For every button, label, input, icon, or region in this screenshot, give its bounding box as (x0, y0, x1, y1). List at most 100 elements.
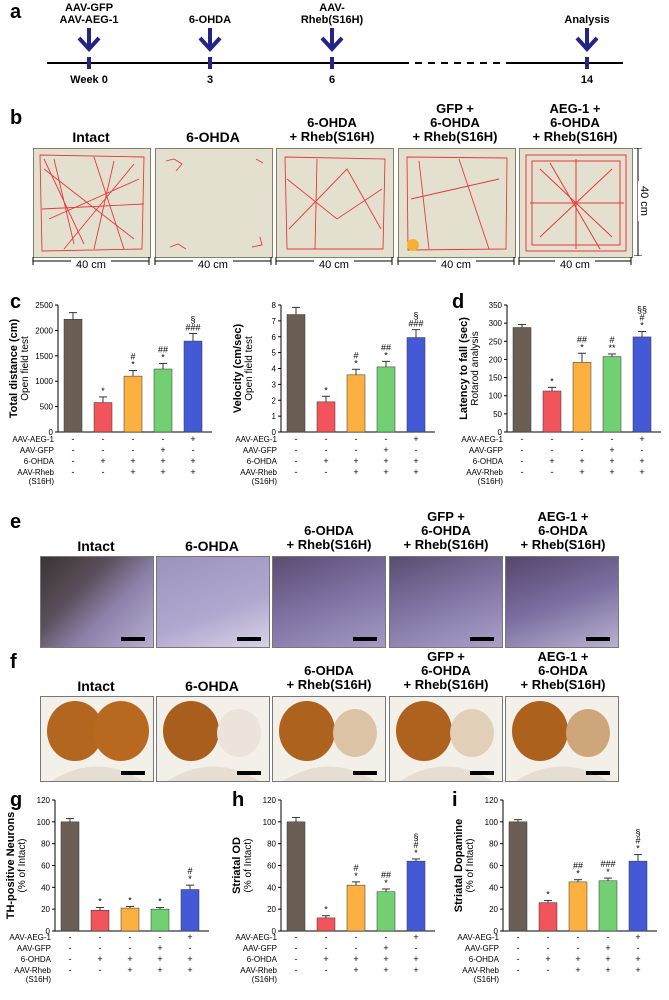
y-tick-label: 8 (272, 301, 277, 310)
treatment-row-label: (S16H) (29, 477, 55, 486)
significance-mark: * (546, 889, 550, 899)
treatment-row-label: (S16H) (252, 975, 278, 984)
treatment-mark: - (325, 434, 328, 444)
treatment-mark: - (325, 943, 328, 953)
treatment-mark: - (547, 965, 550, 975)
treatment-mark: + (157, 954, 162, 964)
treatment-mark: - (69, 954, 72, 964)
chart-latency-to-fall: 0 50 100 150 200 250 300 350 Latency to fall (se… (458, 301, 661, 486)
y-tick-label: 120 (37, 796, 51, 805)
group-title: AEG-1 + 6-OHDA + Rheb(S16H) (520, 649, 606, 692)
treatment-row-label: 6-OHDA (24, 457, 55, 466)
treatment-mark: + (609, 456, 614, 466)
treatment-mark: - (159, 932, 162, 942)
striatum-image-aeg1 (505, 696, 619, 782)
treatment-mark: + (157, 965, 162, 975)
treatment-mark: - (517, 932, 520, 942)
striatum-image-gfp (389, 696, 503, 782)
treatment-mark: - (72, 456, 75, 466)
y-tick-label: 3 (272, 380, 277, 389)
treatment-mark: + (413, 467, 418, 477)
y-axis-sublabel: Rotarod analysis (470, 331, 481, 405)
treatment-mark: - (547, 932, 550, 942)
significance-mark: * (158, 897, 162, 907)
treatment-mark: - (295, 467, 298, 477)
treatment-mark: + (100, 456, 105, 466)
significance-mark: # (187, 866, 192, 876)
significance-mark: * (98, 897, 102, 907)
treatment-mark: + (187, 954, 192, 964)
chart-striatal-od: 0 20 40 60 80 100 120 Striatal OD (% of Intact) *… (231, 796, 435, 984)
bar (183, 340, 203, 433)
treatment-mark: - (132, 445, 135, 455)
treatment-mark: + (160, 467, 165, 477)
y-tick-label: 80 (489, 840, 498, 849)
significance-mark: * (188, 874, 192, 884)
bar (120, 907, 140, 932)
treatment-mark: - (521, 456, 524, 466)
treatment-row-label: 6-OHDA (469, 955, 500, 964)
y-tick-label: 40 (267, 883, 276, 892)
significance-mark: § (413, 311, 418, 321)
treatment-mark: - (551, 445, 554, 455)
bar (153, 368, 173, 433)
open-field-track-gfp (398, 148, 516, 258)
open-field-track-rheb (276, 148, 394, 258)
treatment-row-label: (S16H) (26, 975, 52, 984)
treatment-mark: + (639, 456, 644, 466)
open-field-track-intact (33, 148, 151, 258)
timeline-marker-0 (77, 28, 101, 69)
treatment-mark: + (97, 954, 102, 964)
significance-mark: ## (381, 342, 391, 352)
timeline-event-label: 6-OHDA (188, 14, 232, 26)
treatment-mark: + (187, 965, 192, 975)
treatment-mark: - (295, 954, 298, 964)
bar (316, 401, 336, 433)
treatment-mark: + (413, 954, 418, 964)
treatment-mark: + (413, 434, 418, 444)
treatment-mark: - (99, 932, 102, 942)
y-tick-label: 100 (485, 818, 499, 827)
significance-mark: * (580, 342, 584, 352)
panel-label-g: g (10, 789, 23, 811)
y-tick-label: 300 (489, 319, 503, 328)
significance-mark: # (609, 335, 614, 345)
treatment-row-label: AAV-Rheb (240, 966, 277, 975)
panel-label-f: f (10, 651, 17, 673)
open-field-track-6ohda (155, 148, 273, 258)
treatment-row-label: 6-OHDA (247, 457, 278, 466)
bar (538, 902, 558, 932)
group-title: 6-OHDA (185, 678, 239, 694)
treatment-mark: - (577, 932, 580, 942)
scale-label: 40 cm (436, 259, 476, 271)
y-axis-label: TH-positive Neurons (5, 812, 17, 920)
bar (602, 356, 622, 433)
y-axis-label: Total distance (cm) (8, 318, 20, 418)
treatment-mark: + (413, 965, 418, 975)
treatment-mark: - (72, 445, 75, 455)
significance-mark: * (128, 895, 132, 905)
significance-mark: ### (600, 859, 615, 869)
treatment-mark: + (635, 954, 640, 964)
treatment-mark: - (102, 434, 105, 444)
bar (123, 375, 143, 433)
treatment-mark: - (517, 954, 520, 964)
y-tick-label: 100 (489, 392, 503, 401)
y-tick-label: 1 (272, 412, 277, 421)
treatment-row-label: AAV-GFP (243, 446, 277, 455)
treatment-mark: - (189, 943, 192, 953)
treatment-row-label: AAV-GFP (469, 446, 503, 455)
bar (406, 337, 426, 433)
bar (376, 891, 396, 932)
treatment-mark: + (383, 965, 388, 975)
group-title: 6-OHDA (186, 129, 240, 145)
treatment-mark: - (325, 467, 328, 477)
bar (316, 917, 336, 932)
y-tick-label: 1000 (35, 377, 53, 386)
treatment-mark: + (383, 467, 388, 477)
treatment-mark: - (355, 445, 358, 455)
significance-mark: * (324, 385, 328, 395)
bar (90, 910, 110, 932)
y-tick-label: 150 (489, 374, 503, 383)
treatment-mark: - (295, 434, 298, 444)
